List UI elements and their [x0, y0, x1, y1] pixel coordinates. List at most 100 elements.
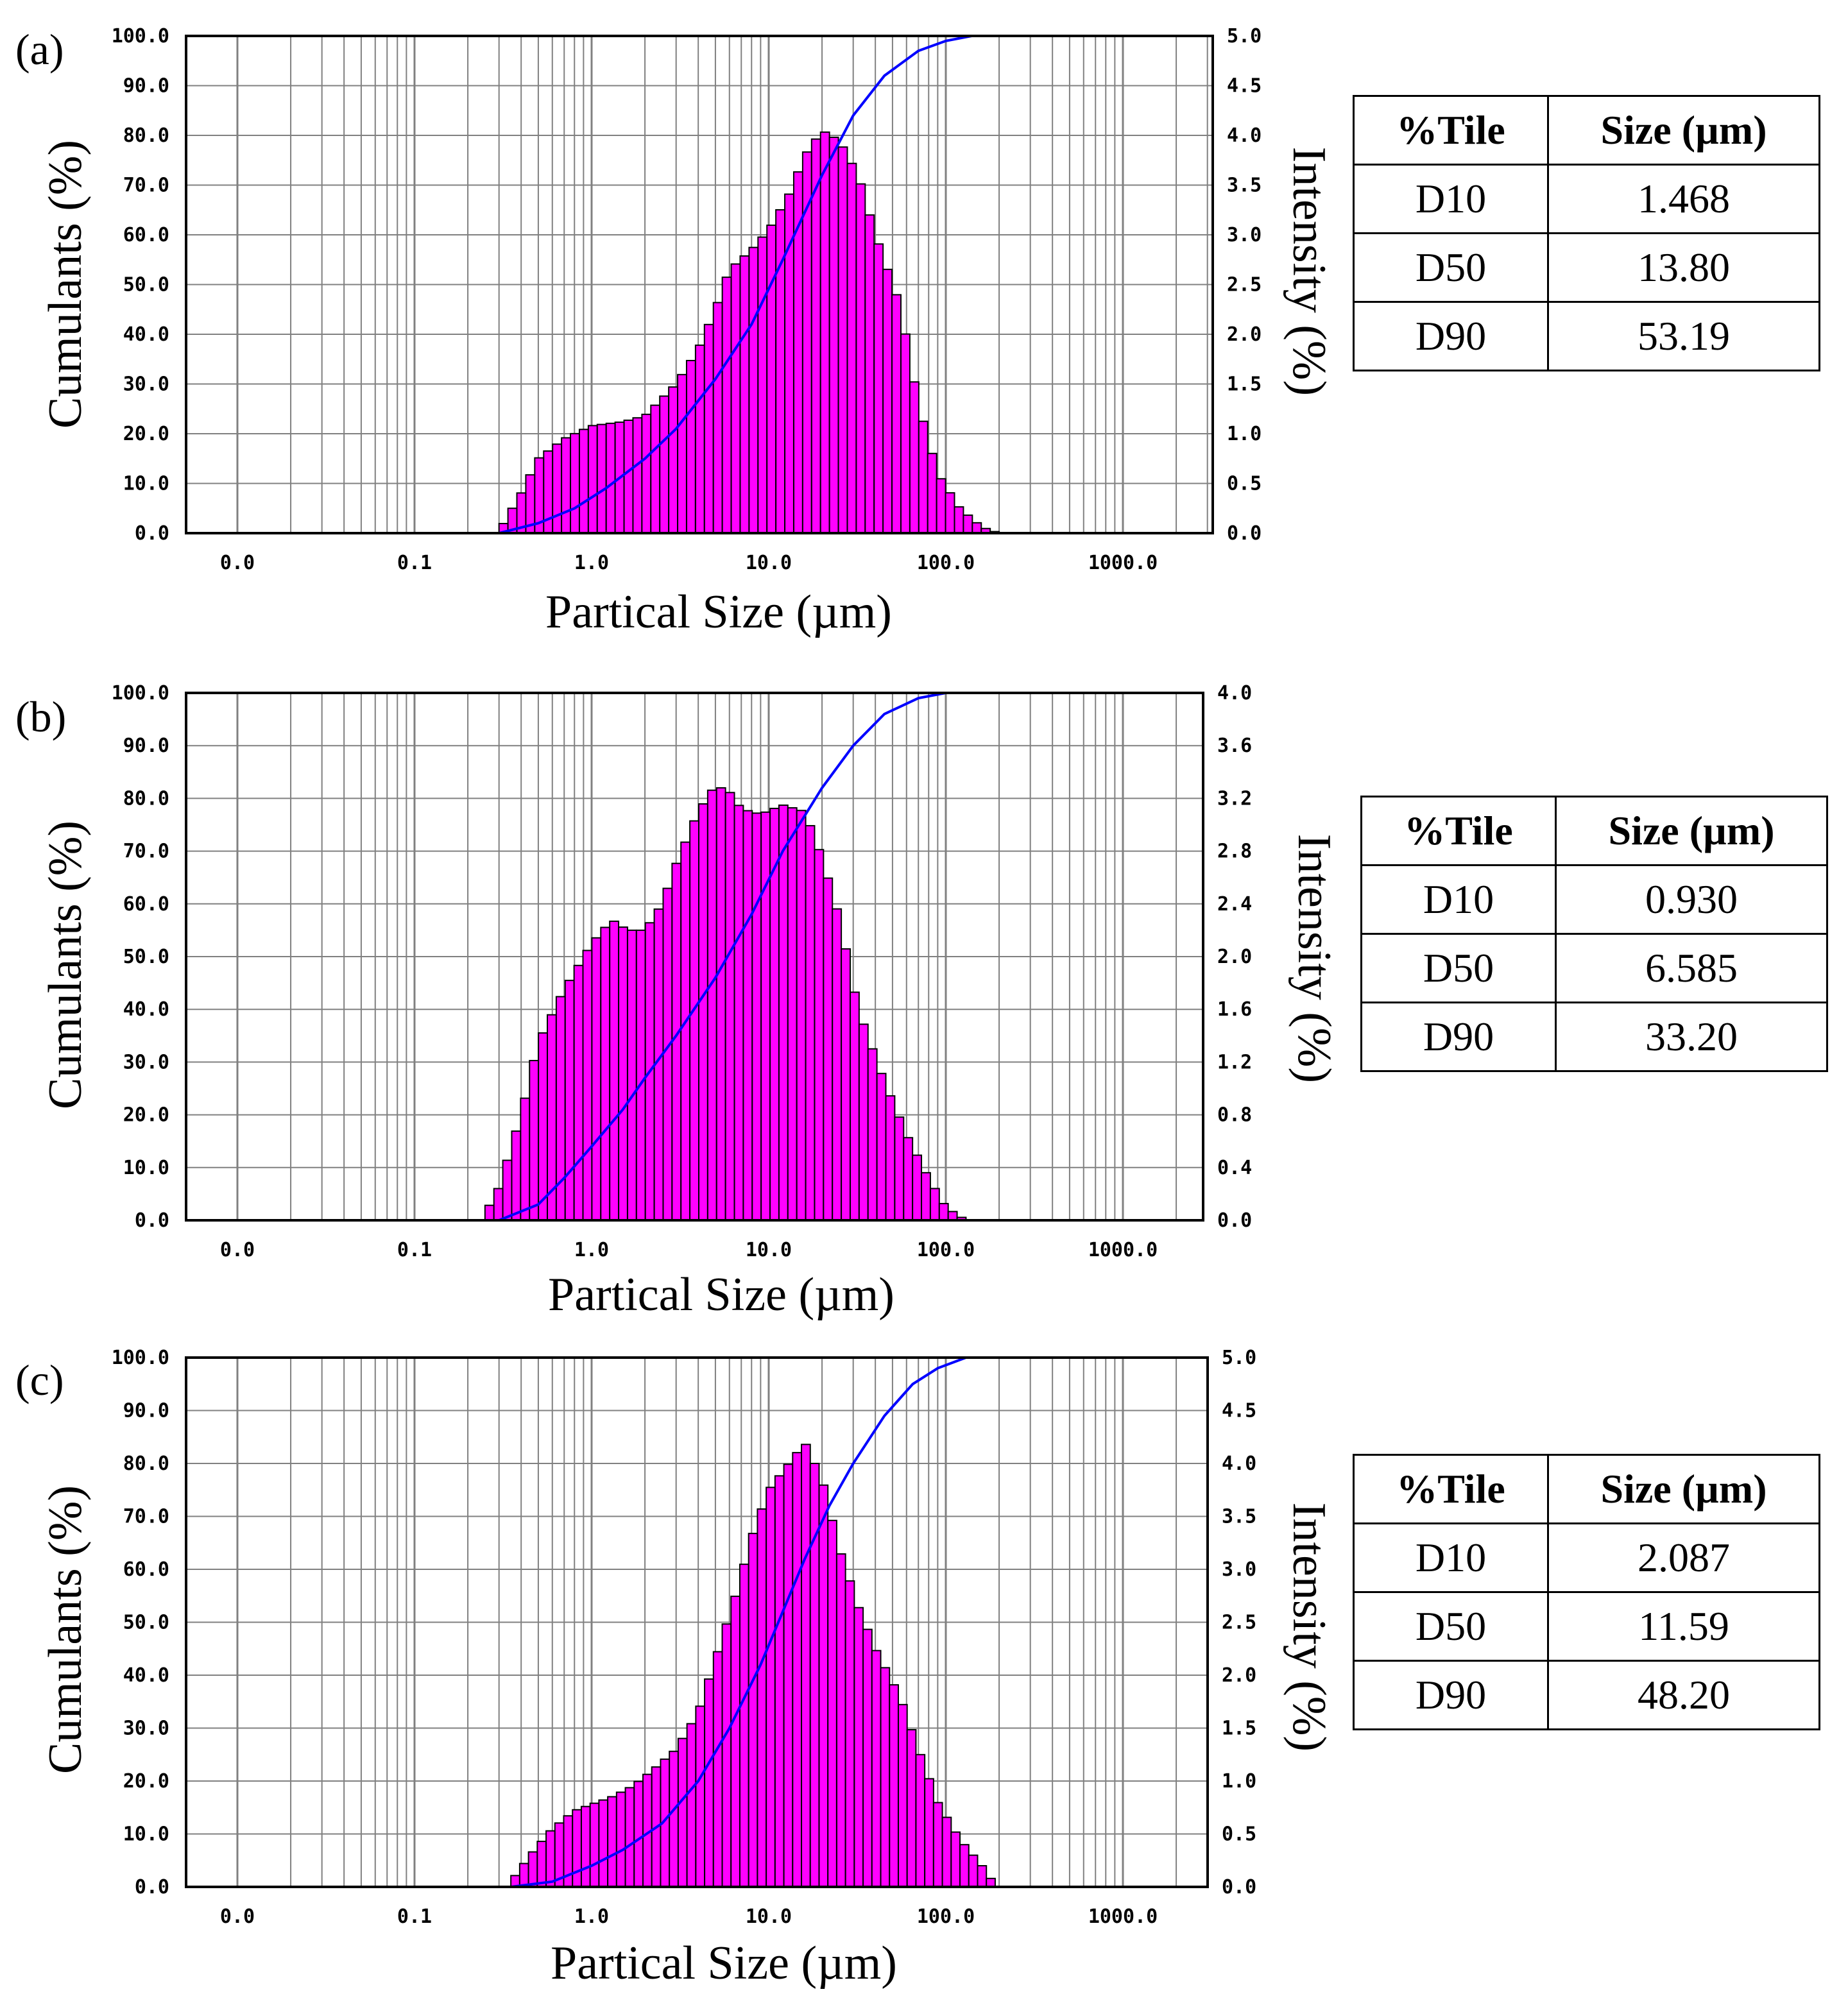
y-tick-label: 0.0	[135, 1209, 169, 1232]
y2-tick-label: 2.0	[1217, 946, 1252, 968]
intensity-bar	[626, 929, 637, 1221]
table-row: D90 48.20	[1353, 1660, 1820, 1730]
intensity-bar	[941, 1816, 952, 1888]
intensity-bar	[929, 1188, 940, 1221]
y-tick-label: 50.0	[123, 946, 169, 968]
table-cell: 48.20	[1547, 1660, 1820, 1730]
table-header-row: %Tile Size (µm)	[1360, 796, 1828, 866]
y-tick-label: 30.0	[123, 373, 169, 396]
intensity-bar	[677, 373, 687, 534]
intensity-bar	[971, 522, 982, 534]
y-tick-label: 10.0	[123, 1157, 169, 1179]
y-tick-label: 90.0	[123, 75, 169, 98]
intensity-bar	[572, 1809, 582, 1888]
intensity-bar	[912, 1154, 923, 1221]
percentile-table: %Tile Size (µm) D10 0.930 D50 6.585 D90 …	[1360, 796, 1828, 1072]
intensity-bar	[564, 980, 575, 1221]
intensity-bar	[582, 950, 593, 1221]
intensity-bar	[885, 1095, 896, 1222]
y2-tick-label: 0.8	[1217, 1104, 1252, 1127]
table-header-row: %Tile Size (µm)	[1353, 1454, 1820, 1524]
intensity-bar	[641, 413, 652, 534]
intensity-bar	[778, 804, 789, 1221]
intensity-bar	[873, 243, 884, 534]
intensity-bar	[945, 492, 955, 534]
intensity-bar	[748, 1533, 758, 1888]
intensity-bar	[832, 908, 843, 1221]
x-tick-label: 0.1	[397, 552, 432, 574]
intensity-bar	[963, 514, 973, 534]
intensity-bar	[685, 359, 696, 534]
y-tick-label: 50.0	[123, 274, 169, 296]
intensity-bar	[623, 420, 634, 534]
table-cell: D50	[1353, 1591, 1549, 1662]
y2-tick-label: 1.2	[1217, 1051, 1252, 1073]
y2-axis-label: Intensity (%)	[1283, 1503, 1335, 1752]
y-tick-label: 0.0	[135, 522, 169, 545]
intensity-bar	[801, 1444, 811, 1888]
intensity-bar	[578, 429, 589, 534]
y2-tick-label: 0.0	[1217, 1209, 1252, 1232]
intensity-bar	[792, 1452, 803, 1888]
intensity-bar	[730, 1596, 740, 1888]
intensity-bar	[607, 1796, 617, 1888]
intensity-bar	[828, 136, 839, 534]
table-header-cell: %Tile	[1360, 796, 1557, 866]
intensity-bar	[605, 422, 616, 534]
y-tick-label: 50.0	[123, 1612, 169, 1634]
intensity-bar	[924, 1778, 934, 1888]
y2-tick-label: 2.4	[1217, 893, 1252, 916]
intensity-bar	[947, 1211, 958, 1222]
intensity-bar	[867, 1048, 878, 1222]
panel-label: (a)	[15, 25, 64, 74]
y-tick-label: 80.0	[123, 1453, 169, 1475]
y2-tick-label: 1.0	[1222, 1770, 1256, 1793]
intensity-bar	[669, 1750, 679, 1888]
y2-tick-label: 4.0	[1227, 124, 1262, 147]
y2-tick-label: 2.5	[1222, 1612, 1256, 1634]
intensity-bar	[936, 478, 946, 534]
intensity-bar	[587, 425, 598, 534]
intensity-bar	[841, 948, 851, 1221]
table-row: D90 53.19	[1353, 301, 1820, 371]
intensity-bar	[787, 807, 798, 1222]
y2-tick-label: 1.6	[1217, 998, 1252, 1021]
intensity-bar	[680, 841, 691, 1221]
table-header-row: %Tile Size (µm)	[1353, 95, 1820, 166]
intensity-bar	[536, 1841, 547, 1888]
intensity-bar	[844, 1580, 855, 1888]
intensity-bar	[814, 849, 825, 1222]
intensity-bar	[733, 805, 744, 1221]
intensity-bar	[864, 214, 875, 534]
table-header-cell: Size (µm)	[1547, 95, 1820, 166]
x-tick-label: 100.0	[917, 552, 975, 574]
intensity-bar	[766, 225, 777, 534]
cumulants-curve	[291, 692, 1177, 1222]
table-row: D50 11.59	[1353, 1591, 1820, 1662]
y-tick-label: 40.0	[123, 1664, 169, 1687]
table-cell: 11.59	[1547, 1591, 1820, 1662]
intensity-bar	[739, 255, 750, 534]
y-tick-label: 60.0	[123, 893, 169, 916]
y-tick-label: 60.0	[123, 224, 169, 246]
intensity-bar	[580, 1805, 591, 1888]
y2-tick-label: 5.0	[1222, 1347, 1256, 1369]
y2-tick-label: 1.0	[1227, 423, 1262, 445]
intensity-bar	[686, 1723, 697, 1888]
plot-frame	[185, 692, 1204, 1222]
y-tick-label: 70.0	[123, 1506, 169, 1528]
table-cell: 6.585	[1555, 933, 1828, 1003]
y2-axis-label: Intensity (%)	[1283, 147, 1335, 396]
intensity-bar	[932, 1802, 943, 1888]
intensity-bar	[694, 345, 705, 534]
intensity-bar	[757, 236, 768, 534]
plot-frame	[185, 1356, 1209, 1888]
intensity-bar	[862, 1628, 873, 1888]
intensity-bar	[903, 1137, 914, 1222]
y2-axis-label: Intensity (%)	[1288, 834, 1340, 1083]
intensity-bar	[938, 1202, 949, 1222]
intensity-bar	[677, 1737, 688, 1888]
intensity-bar	[748, 246, 759, 534]
chart-c: (c) 0.0 10.0 20.0 30.0 40.0 50.0 60.0 70.0 80.0 9…	[15, 1347, 1335, 1990]
y-tick-label: 70.0	[123, 175, 169, 197]
